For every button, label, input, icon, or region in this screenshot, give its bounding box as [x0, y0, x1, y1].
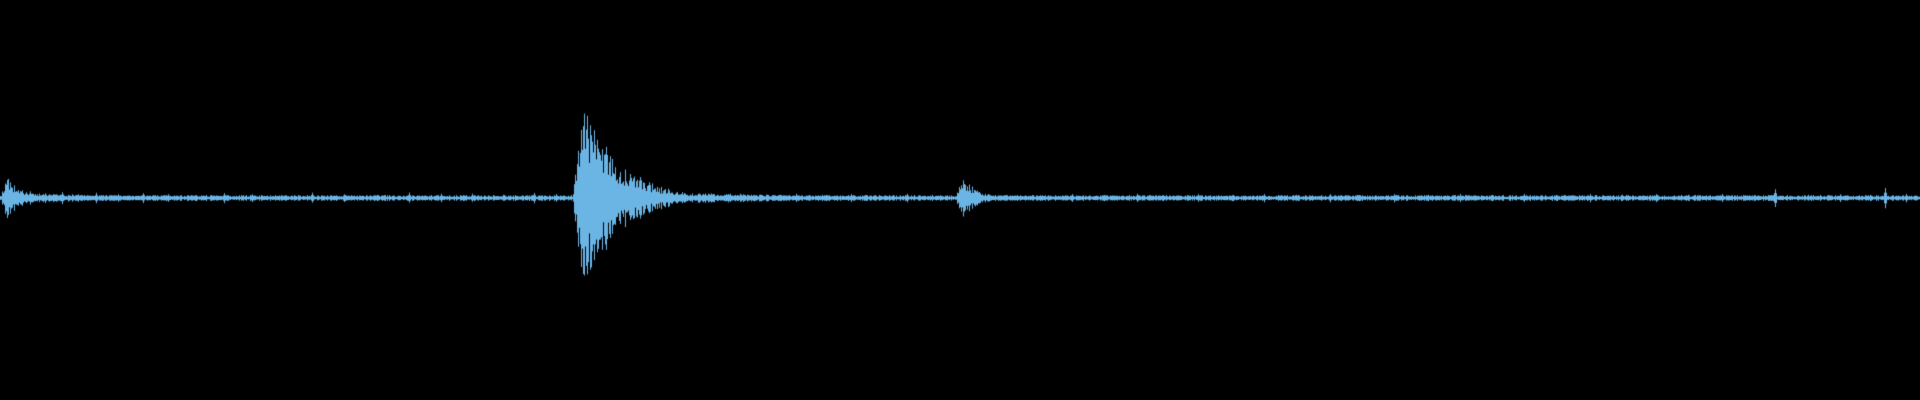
waveform-canvas[interactable] [0, 0, 1920, 400]
audio-waveform-display[interactable]: Audio Waveform [0, 0, 1920, 400]
